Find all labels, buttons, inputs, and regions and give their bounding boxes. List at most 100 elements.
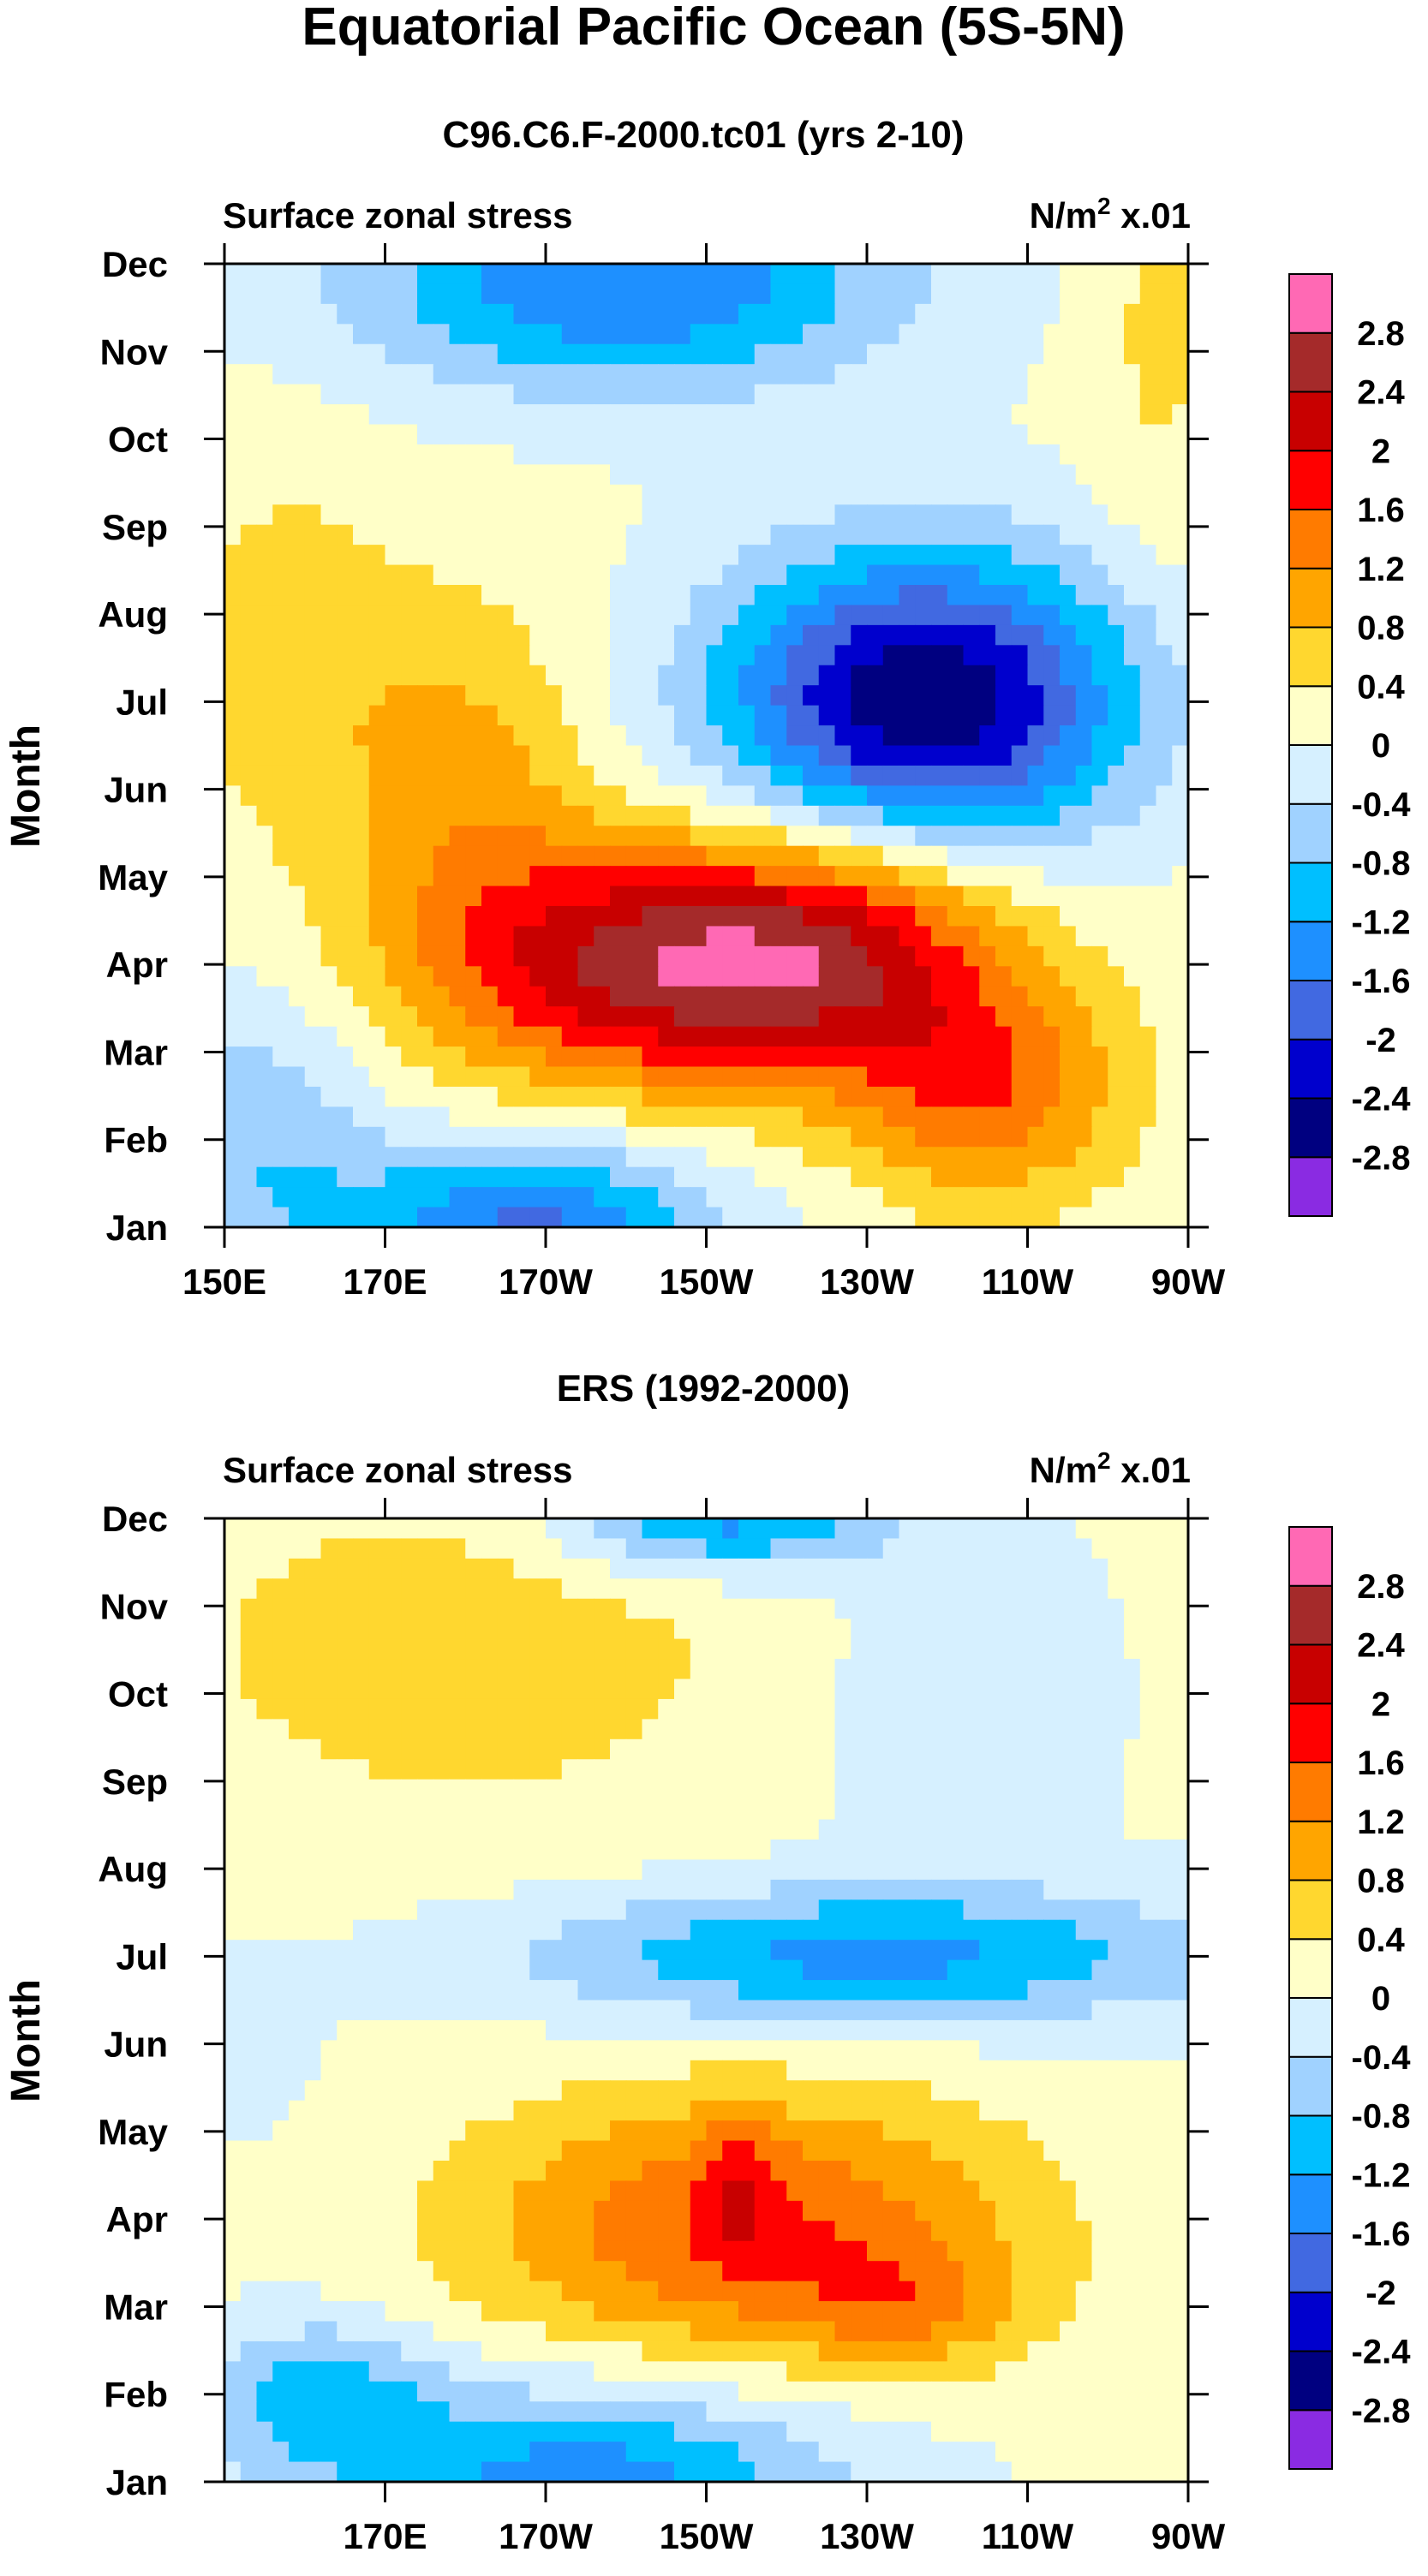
contour-cell <box>658 1738 675 1760</box>
contour-cell <box>834 1166 851 1188</box>
contour-cell <box>289 1919 306 1941</box>
contour-cell <box>513 1086 530 1107</box>
contour-cell <box>899 343 916 365</box>
contour-cell <box>481 785 499 807</box>
contour-cell <box>979 624 996 646</box>
contour-cell <box>1139 1899 1157 1921</box>
contour-cell <box>1060 2161 1077 2182</box>
contour-cell <box>1060 1879 1077 1900</box>
contour-cell <box>529 1659 547 1680</box>
contour-cell <box>818 1940 836 1961</box>
contour-cell <box>963 1719 980 1740</box>
contour-cell <box>963 2161 980 2182</box>
contour-cell <box>1060 1046 1077 1068</box>
contour-cell <box>915 1147 932 1168</box>
contour-cell <box>320 725 338 747</box>
contour-cell <box>834 826 851 847</box>
contour-cell <box>304 2060 322 2081</box>
contour-cell <box>304 1518 322 1540</box>
contour-cell <box>546 283 563 305</box>
contour-cell <box>1139 1940 1157 1961</box>
contour-cell <box>867 1679 884 1700</box>
contour-cell <box>513 845 530 867</box>
contour-cell <box>1124 1659 1141 1680</box>
contour-cell <box>417 464 434 486</box>
contour-cell <box>433 283 451 305</box>
contour-cell <box>513 324 530 345</box>
contour-cell <box>979 424 996 445</box>
contour-cell <box>947 826 965 847</box>
contour-cell <box>433 645 451 666</box>
contour-cell <box>481 484 499 505</box>
contour-cell <box>947 1899 965 1921</box>
contour-cell <box>1091 1959 1108 1981</box>
contour-cell <box>818 303 836 325</box>
contour-cell <box>1139 645 1157 666</box>
contour-cell <box>851 424 868 445</box>
contour-cell <box>497 2140 515 2162</box>
contour-cell <box>513 2161 530 2182</box>
contour-cell <box>674 1578 691 1600</box>
contour-cell <box>625 1147 643 1168</box>
y-tick-label: Apr <box>106 945 168 985</box>
contour-cell <box>610 2140 627 2162</box>
contour-cell <box>867 2100 884 2121</box>
contour-cell <box>979 705 996 726</box>
contour-cell <box>256 1738 273 1760</box>
contour-cell <box>899 264 916 285</box>
contour-cell <box>289 1558 306 1579</box>
contour-cell <box>1172 264 1189 285</box>
contour-cell <box>417 444 434 465</box>
contour-cell <box>851 2060 868 2081</box>
contour-cell <box>433 1679 451 1700</box>
contour-cell <box>577 785 595 807</box>
contour-cell <box>1091 945 1108 967</box>
contour-cell <box>770 264 787 285</box>
contour-cell <box>513 1538 530 1559</box>
contour-cell <box>1060 384 1077 405</box>
contour-cell <box>1011 826 1029 847</box>
contour-cell <box>561 685 579 707</box>
contour-cell <box>401 2040 418 2061</box>
contour-cell <box>481 685 499 707</box>
contour-cell <box>770 585 787 606</box>
contour-cell <box>320 2060 338 2081</box>
contour-cell <box>529 545 547 566</box>
contour-cell <box>465 966 482 987</box>
contour-cell <box>899 1819 916 1840</box>
contour-cell <box>385 1187 402 1208</box>
contour-cell <box>882 585 900 606</box>
contour-cell <box>546 1919 563 1941</box>
contour-cell <box>385 945 402 967</box>
contour-cell <box>433 966 451 987</box>
contour-cell <box>867 585 884 606</box>
contour-cell <box>738 1698 756 1720</box>
contour-cell <box>1156 2060 1173 2081</box>
contour-cell <box>577 705 595 726</box>
contour-cell <box>1091 524 1108 546</box>
contour-cell <box>481 264 499 285</box>
contour-cell <box>851 1738 868 1760</box>
contour-cell <box>272 725 290 747</box>
contour-cell <box>497 866 515 887</box>
contour-cell <box>754 2040 772 2061</box>
contour-cell <box>368 926 386 947</box>
contour-cell <box>240 1840 258 1861</box>
contour-cell <box>240 1106 258 1128</box>
contour-cell <box>368 785 386 807</box>
contour-cell <box>240 2019 258 2041</box>
contour-cell <box>272 745 290 766</box>
contour-cell <box>1027 303 1044 325</box>
contour-cell <box>1139 484 1157 505</box>
contour-cell <box>642 1638 659 1660</box>
contour-cell <box>851 404 868 426</box>
contour-cell <box>786 1578 804 1600</box>
contour-cell <box>577 2060 595 2081</box>
contour-cell <box>882 685 900 707</box>
contour-cell <box>642 283 659 305</box>
contour-cell <box>577 2120 595 2142</box>
contour-cell <box>320 1518 338 1540</box>
contour-cell <box>899 1940 916 1961</box>
contour-cell <box>851 1187 868 1208</box>
contour-cell <box>465 343 482 365</box>
